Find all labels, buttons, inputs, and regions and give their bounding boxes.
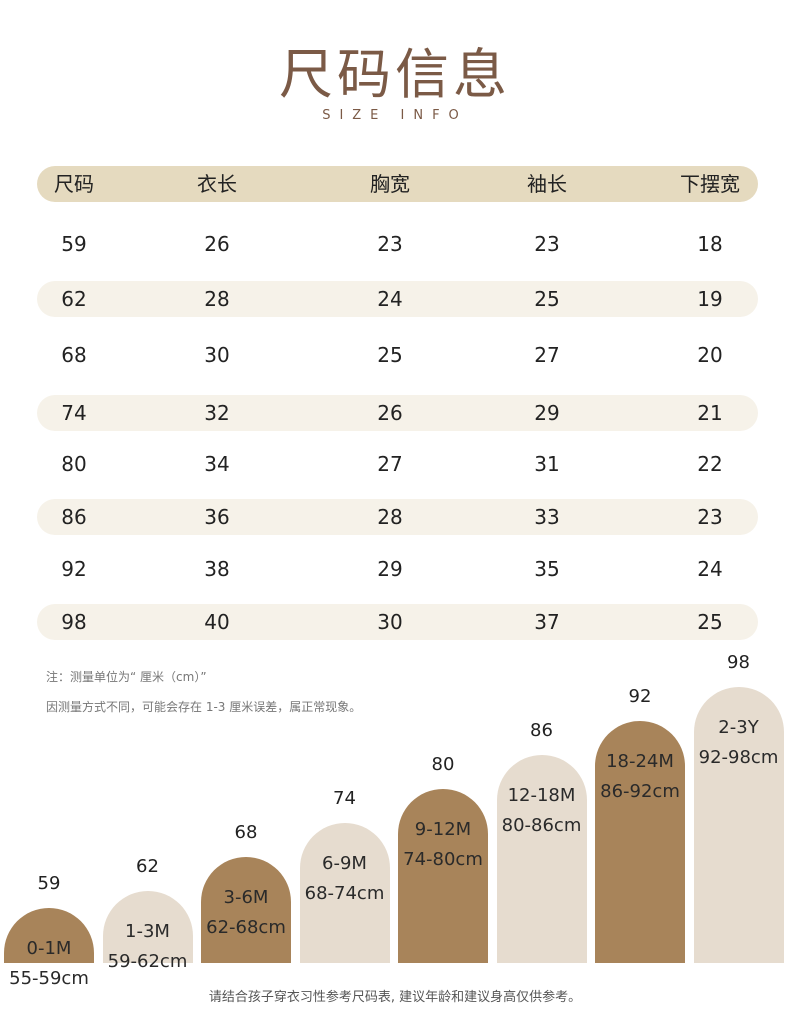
table-cell: 20 (697, 343, 723, 367)
age-range: 1-3M (125, 921, 170, 942)
table-cell: 98 (61, 610, 87, 634)
error-note: 因测量方式不同，可能会存在 1-3 厘米误差，属正常现象。 (46, 700, 362, 714)
table-cell: 37 (534, 610, 560, 634)
table-row: 92 38 29 35 24 (37, 551, 758, 587)
table-cell: 29 (377, 557, 403, 581)
size-bar: 9-12M 74-80cm (398, 788, 488, 963)
size-number: 80 (431, 753, 455, 775)
size-number: 68 (234, 821, 258, 843)
table-row: 80 34 27 31 22 (37, 446, 758, 482)
table-cell: 80 (61, 452, 87, 476)
table-cell: 28 (204, 287, 230, 311)
table-cell: 24 (377, 287, 403, 311)
height-range: 86-92cm (600, 780, 680, 802)
column-header: 下摆宽 (680, 172, 740, 196)
table-cell: 23 (697, 505, 723, 529)
table-cell: 23 (534, 232, 560, 256)
size-bar-label: 3-6M 62-68cm (201, 883, 291, 943)
height-range: 62-68cm (206, 916, 286, 938)
size-bar: 18-24M 86-92cm (595, 720, 685, 963)
table-cell: 30 (377, 610, 403, 634)
table-cell: 25 (377, 343, 403, 367)
table-row: 98 40 30 37 25 (37, 604, 758, 640)
table-cell: 27 (377, 452, 403, 476)
age-range: 0-1M (26, 938, 72, 959)
table-cell: 25 (534, 287, 560, 311)
table-cell: 92 (61, 557, 87, 581)
table-cell: 38 (204, 557, 230, 581)
footer-note: 请结合孩子穿衣习性参考尺码表, 建议年龄和建议身高仅供参考。 (208, 990, 582, 1005)
size-number: 62 (136, 855, 159, 877)
table-cell: 35 (534, 557, 560, 581)
table-cell: 34 (204, 452, 230, 476)
table-cell: 74 (61, 401, 87, 425)
size-bar: 2-3Y 92-98cm (693, 686, 784, 963)
table-cell: 26 (377, 401, 403, 425)
table-cell: 28 (377, 505, 403, 529)
size-bar-label: 2-3Y 92-98cm (694, 713, 784, 773)
page-subtitle: SIZE INFO (322, 108, 468, 123)
table-header: 尺码 衣长 胸宽 袖长 下摆宽 (37, 166, 758, 202)
age-range: 6-9M (322, 852, 367, 874)
size-bar-label: 18-24M 86-92cm (595, 747, 685, 807)
table-cell: 59 (61, 232, 87, 256)
height-range: 68-74cm (304, 882, 385, 904)
size-number: 98 (727, 651, 750, 673)
table-row: 86 36 28 33 23 (37, 499, 758, 535)
age-range: 9-12M (414, 818, 472, 840)
table-cell: 23 (377, 232, 403, 256)
column-header: 尺码 (54, 172, 94, 196)
table-cell: 86 (61, 505, 87, 529)
size-bar: 6-9M 68-74cm (299, 822, 390, 963)
table-cell: 30 (204, 343, 230, 367)
age-range: 12-18M (507, 784, 576, 806)
height-range: 74-80cm (403, 848, 483, 870)
page-title: 尺码信息 (279, 43, 511, 106)
table-cell: 21 (697, 401, 723, 425)
size-number: 86 (530, 719, 553, 741)
table-row: 59 26 23 23 18 (37, 226, 758, 262)
size-bar-label: 6-9M 68-74cm (300, 849, 390, 909)
size-bar: 0-1M 55-59cm (4, 908, 94, 989)
size-number: 59 (37, 873, 61, 894)
table-cell: 24 (697, 557, 723, 581)
height-range: 55-59cm (9, 968, 89, 989)
size-bar-label: 0-1M 55-59cm (4, 934, 94, 994)
column-header: 衣长 (197, 172, 237, 196)
table-cell: 31 (534, 452, 560, 476)
size-bar: 3-6M 62-68cm (201, 856, 291, 963)
height-range: 80-86cm (501, 814, 582, 836)
table-cell: 62 (61, 287, 87, 311)
table-cell: 32 (204, 401, 230, 425)
size-bar-label: 9-12M 74-80cm (398, 815, 488, 875)
table-cell: 26 (204, 232, 230, 256)
unit-note: 注：测量单位为“ 厘米（cm）” (46, 670, 207, 684)
size-bar: 1-3M 59-62cm (102, 891, 193, 972)
size-bar-label: 12-18M 80-86cm (497, 781, 587, 841)
table-cell: 40 (204, 610, 230, 634)
table-row: 74 32 26 29 21 (37, 395, 758, 431)
table-cell: 22 (697, 452, 723, 476)
size-bar-label: 1-3M 59-62cm (103, 917, 193, 977)
table-cell: 68 (61, 343, 87, 367)
column-header: 袖长 (527, 172, 567, 196)
size-number: 92 (628, 685, 652, 707)
age-range: 3-6M (223, 886, 269, 908)
age-range: 2-3Y (718, 716, 759, 738)
table-cell: 27 (534, 343, 560, 367)
height-range: 59-62cm (107, 951, 188, 972)
table-row: 62 28 24 25 19 (37, 281, 758, 317)
table-cell: 25 (697, 610, 723, 634)
age-range: 18-24M (606, 750, 674, 772)
size-number: 74 (333, 787, 356, 809)
table-cell: 29 (534, 401, 560, 425)
column-header: 胸宽 (370, 172, 410, 196)
table-row: 68 30 25 27 20 (37, 337, 758, 373)
table-cell: 18 (697, 232, 723, 256)
table-cell: 33 (534, 505, 560, 529)
height-range: 92-98cm (698, 746, 779, 768)
size-bar: 12-18M 80-86cm (496, 754, 587, 963)
table-cell: 36 (204, 505, 230, 529)
table-cell: 19 (697, 287, 723, 311)
